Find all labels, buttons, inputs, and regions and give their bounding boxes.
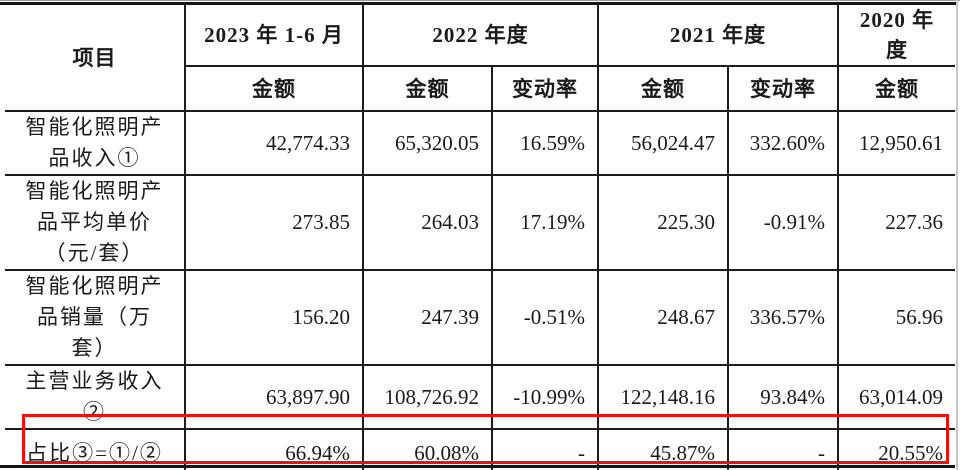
col-header-item: 项目 — [4, 4, 186, 112]
cell: 122,148.16 — [597, 364, 729, 430]
col-header-2020: 2020 年度 — [837, 4, 956, 67]
table-row-average-unit-price: 智能化照明产品平均单价（元/套） 273.85 264.03 17.19% 22… — [4, 174, 956, 271]
cell: 336.57% — [727, 269, 839, 366]
col-header-2021: 2021 年度 — [597, 4, 839, 67]
header-row-years: 项目 2023 年 1-6 月 2022 年度 2021 年度 2020 年度 — [4, 4, 956, 112]
cell: 20.55% — [837, 428, 956, 470]
subcol-2023-amount: 金额 — [184, 65, 364, 112]
subcol-2021-change: 变动率 — [727, 65, 839, 112]
cell: 63,014.09 — [837, 364, 956, 430]
table-row-sales-volume: 智能化照明产品销量（万套） 156.20 247.39 -0.51% 248.6… — [4, 269, 956, 366]
cell: 17.19% — [491, 174, 599, 271]
cell: 264.03 — [362, 174, 493, 271]
cell: 63,897.90 — [184, 364, 364, 430]
cell: 16.59% — [491, 110, 599, 176]
cell: 247.39 — [362, 269, 493, 366]
cell: 273.85 — [184, 174, 364, 271]
cell: 56.96 — [837, 269, 956, 366]
page-right-edge-line — [956, 0, 958, 470]
row-label: 主营业务收入② — [4, 364, 186, 430]
cell: 66.94% — [184, 428, 364, 470]
cell: 12,950.61 — [837, 110, 956, 176]
cell: 156.20 — [184, 269, 364, 366]
cell: 227.36 — [837, 174, 956, 271]
row-label: 智能化照明产品收入① — [4, 110, 186, 176]
cell: 45.87% — [597, 428, 729, 470]
cell: 42,774.33 — [184, 110, 364, 176]
row-label: 智能化照明产品销量（万套） — [4, 269, 186, 366]
cell: 225.30 — [597, 174, 729, 271]
subcol-2022-amount: 金额 — [362, 65, 493, 112]
header-row-subcolumns: 金额 金额 变动率 金额 变动率 金额 — [5, 65, 956, 112]
table-row-ratio: 占比③=①/② 66.94% 60.08% - 45.87% - 20.55% — [4, 428, 956, 470]
table-bottom-rule — [0, 465, 955, 468]
cell: 108,726.92 — [362, 364, 493, 430]
table-row-smart-lighting-revenue: 智能化照明产品收入① 42,774.33 65,320.05 16.59% 56… — [4, 110, 956, 176]
subcol-2021-amount: 金额 — [597, 65, 729, 112]
cell: -10.99% — [491, 364, 599, 430]
row-label: 智能化照明产品平均单价（元/套） — [4, 174, 186, 271]
subcol-2020-amount: 金额 — [837, 65, 956, 112]
cell: 93.84% — [727, 364, 839, 430]
cell: 332.60% — [727, 110, 839, 176]
page-top-hairline — [0, 0, 960, 1]
cell: 60.08% — [362, 428, 493, 470]
row-label: 占比③=①/② — [4, 428, 186, 470]
col-header-2022: 2022 年度 — [362, 4, 599, 67]
cell: 248.67 — [597, 269, 729, 366]
cell: 56,024.47 — [597, 110, 729, 176]
cell: 65,320.05 — [362, 110, 493, 176]
financial-table: 项目 2023 年 1-6 月 2022 年度 2021 年度 2020 年度 … — [4, 4, 956, 470]
cell: - — [491, 428, 599, 470]
cell: -0.91% — [727, 174, 839, 271]
cell: - — [727, 428, 839, 470]
col-header-2023: 2023 年 1-6 月 — [184, 4, 364, 67]
table-row-main-business-revenue: 主营业务收入② 63,897.90 108,726.92 -10.99% 122… — [4, 364, 956, 430]
subcol-2022-change: 变动率 — [491, 65, 599, 112]
table-top-rule — [0, 2, 957, 5]
cell: -0.51% — [491, 269, 599, 366]
